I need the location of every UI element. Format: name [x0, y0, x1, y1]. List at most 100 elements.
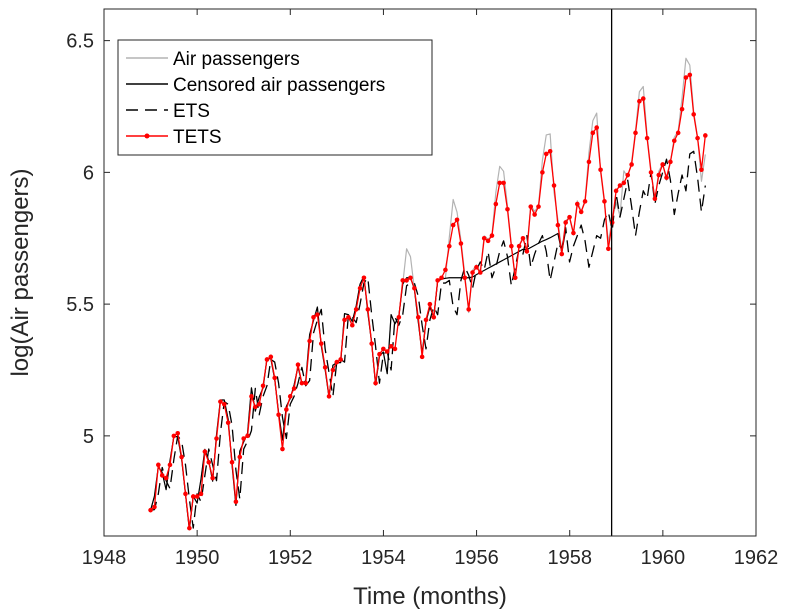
data-point: [656, 172, 662, 178]
data-point: [648, 170, 654, 175]
data-point: [167, 462, 173, 468]
data-point: [419, 354, 425, 360]
data-point: [318, 341, 324, 346]
data-point: [528, 204, 534, 209]
data-point: [512, 275, 518, 281]
data-point: [408, 275, 413, 281]
data-point: [543, 151, 549, 157]
data-point: [214, 436, 219, 441]
data-point: [326, 394, 332, 399]
data-point: [594, 125, 599, 130]
data-point: [334, 359, 340, 365]
series-line-tets: [150, 74, 706, 529]
data-point: [435, 278, 440, 283]
data-point: [664, 175, 669, 180]
data-point: [194, 494, 200, 499]
data-point: [156, 462, 161, 468]
data-point: [505, 206, 510, 212]
data-point: [458, 241, 464, 246]
data-point: [575, 201, 580, 207]
data-point: [198, 491, 204, 497]
data-point: [377, 351, 382, 357]
data-point: [206, 459, 212, 465]
data-point: [190, 494, 196, 499]
data-point: [683, 75, 689, 80]
data-point: [400, 278, 406, 283]
data-point: [470, 270, 475, 275]
data-point: [481, 235, 487, 241]
data-point: [493, 201, 499, 207]
data-point: [338, 357, 343, 362]
data-point: [466, 307, 471, 312]
data-point: [353, 307, 359, 312]
data-point: [644, 135, 650, 141]
data-point: [450, 222, 456, 228]
data-point: [229, 459, 235, 465]
data-point: [221, 401, 227, 407]
data-point: [392, 346, 398, 352]
data-point: [253, 404, 258, 410]
data-point: [567, 214, 572, 220]
data-point: [249, 394, 254, 399]
data-point: [202, 449, 208, 454]
data-point: [369, 341, 375, 346]
data-point: [637, 98, 642, 104]
data-point: [315, 312, 320, 317]
legend-label: TETS: [173, 127, 222, 148]
y-axis-ticks: 5 5.5 6 6.5: [66, 31, 756, 448]
data-point: [703, 133, 708, 138]
data-point: [330, 367, 336, 373]
data-point: [586, 159, 592, 165]
legend: Air passengers Censored air passengers ETS…: [117, 39, 433, 156]
data-point: [268, 354, 274, 360]
data-point: [291, 386, 297, 391]
data-point: [148, 507, 153, 513]
x-tick-label: 1956: [454, 547, 499, 569]
data-point: [679, 106, 685, 112]
data-point: [590, 130, 596, 136]
axes-box: [103, 8, 757, 537]
x-axis-ticks: 1948 1950 1952 1954 1956 1958 1960 1962: [82, 9, 779, 569]
tets-markers: [148, 72, 708, 531]
data-point: [699, 167, 704, 173]
data-point: [625, 172, 631, 178]
data-point: [187, 525, 192, 531]
data-point: [578, 209, 584, 215]
data-point: [520, 235, 526, 241]
data-point: [489, 233, 495, 238]
data-point: [671, 138, 677, 144]
legend-items: Air passengers Censored air passengers ETS…: [126, 49, 385, 148]
data-point: [346, 314, 351, 320]
legend-label: Censored air passengers: [173, 75, 385, 96]
y-tick-label: 5: [83, 426, 94, 448]
data-point: [621, 180, 627, 186]
data-point: [237, 454, 243, 460]
x-tick-label: 1958: [547, 547, 592, 569]
data-point: [446, 243, 452, 249]
data-point: [233, 499, 239, 505]
data-point: [381, 346, 386, 352]
data-point: [303, 380, 309, 386]
x-tick-label: 1962: [734, 547, 779, 569]
data-point: [536, 204, 541, 209]
data-point: [555, 222, 561, 228]
data-point: [322, 365, 328, 370]
data-point: [454, 217, 460, 223]
x-tick-label: 1954: [361, 547, 406, 569]
y-tick-label: 6: [83, 162, 94, 184]
data-point: [361, 275, 367, 281]
data-point: [272, 375, 278, 381]
data-point: [284, 407, 289, 412]
data-point: [171, 433, 177, 439]
data-point: [365, 307, 371, 312]
data-point: [384, 349, 390, 354]
data-point: [431, 314, 437, 320]
data-point: [152, 504, 157, 510]
data-point: [357, 286, 363, 291]
data-point: [547, 148, 553, 154]
x-tick-label: 1952: [268, 547, 313, 569]
data-point: [652, 196, 658, 202]
data-point: [287, 394, 293, 399]
data-point: [563, 220, 568, 225]
